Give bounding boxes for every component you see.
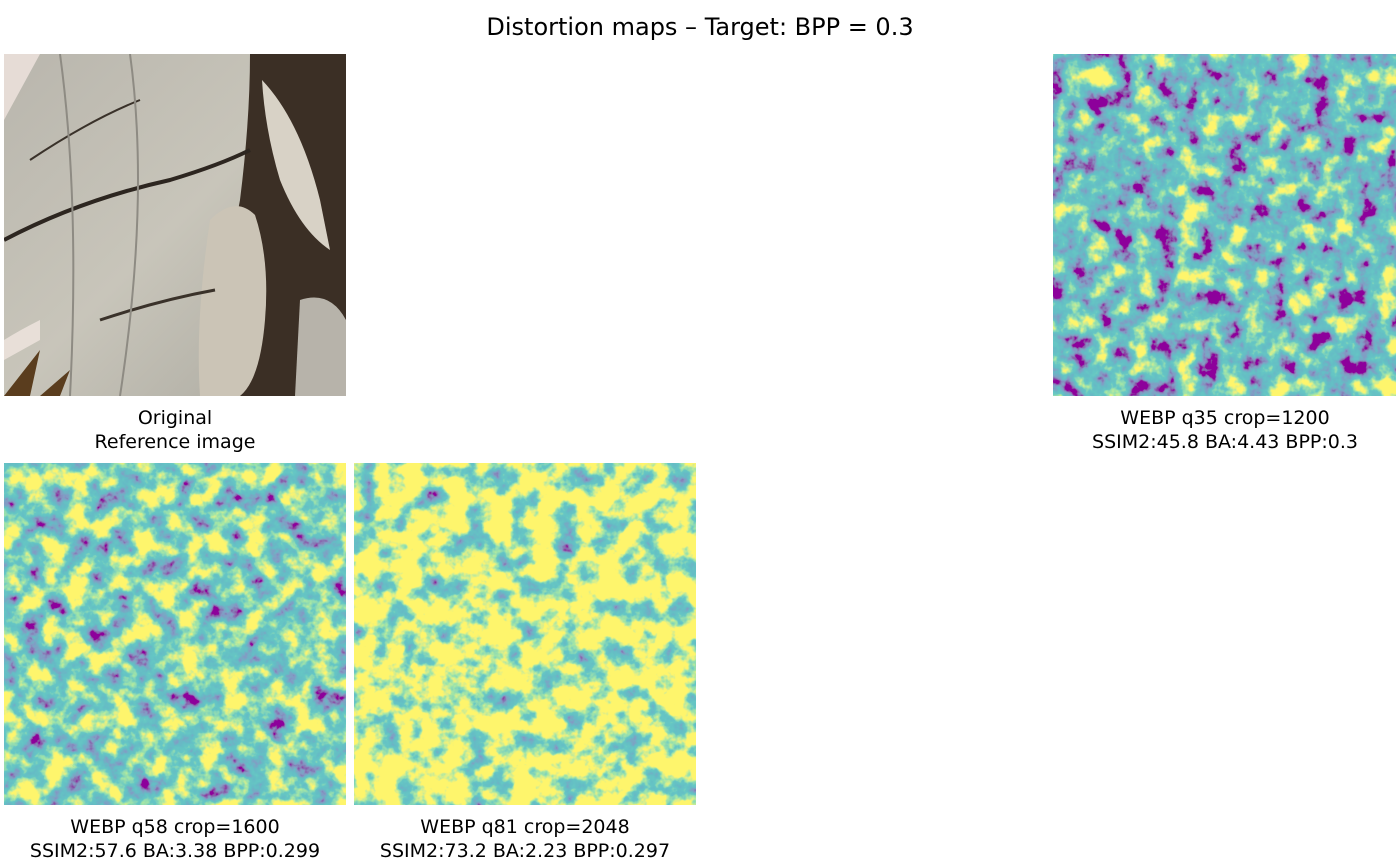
panel-subtitle: SSIM2:45.8 BA:4.43 BPP:0.3 bbox=[1092, 431, 1358, 453]
panel-title: WEBP q58 crop=1600 bbox=[70, 816, 279, 838]
panel-subtitle: SSIM2:73.2 BA:2.23 BPP:0.297 bbox=[380, 840, 670, 862]
panel-title: Original bbox=[138, 407, 212, 429]
panel-subtitle: Reference image bbox=[95, 431, 256, 453]
figure-title: Distortion maps – Target: BPP = 0.3 bbox=[486, 13, 913, 41]
distortion-map bbox=[1053, 54, 1396, 396]
reference-image bbox=[4, 54, 346, 396]
panel-title: WEBP q35 crop=1200 bbox=[1120, 407, 1329, 429]
panel-title: WEBP q81 crop=2048 bbox=[420, 816, 629, 838]
distortion-map bbox=[4, 463, 346, 805]
distortion-map bbox=[354, 463, 696, 805]
panel-subtitle: SSIM2:57.6 BA:3.38 BPP:0.299 bbox=[30, 840, 320, 862]
